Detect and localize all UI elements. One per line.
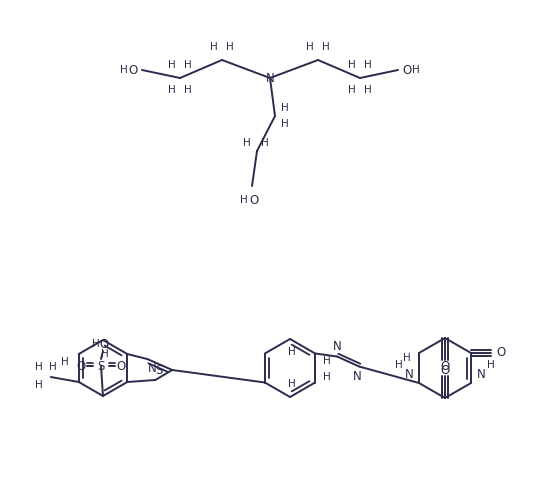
Text: H: H [288, 379, 296, 389]
Text: N: N [266, 72, 274, 85]
Text: H: H [288, 347, 296, 357]
Text: O: O [496, 347, 506, 360]
Text: H: H [348, 85, 356, 95]
Text: H: H [306, 42, 314, 52]
Text: H: H [168, 85, 176, 95]
Text: H: H [168, 60, 176, 70]
Text: O: O [249, 194, 259, 207]
Text: H: H [281, 119, 289, 129]
Text: N: N [148, 363, 157, 376]
Text: S: S [97, 360, 105, 373]
Text: N: N [353, 370, 361, 383]
Text: O: O [440, 360, 450, 373]
Text: H: H [403, 353, 411, 363]
Text: H: H [364, 85, 372, 95]
Text: N: N [405, 368, 413, 381]
Text: O: O [76, 360, 85, 373]
Text: N: N [477, 368, 485, 381]
Text: O: O [128, 63, 137, 76]
Text: O: O [116, 360, 126, 373]
Text: H: H [184, 85, 192, 95]
Text: H: H [184, 60, 192, 70]
Text: H: H [61, 357, 69, 367]
Text: H: H [92, 339, 100, 349]
Text: H: H [101, 349, 109, 359]
Text: H: H [487, 360, 495, 370]
Text: H: H [261, 138, 269, 148]
Text: S: S [156, 364, 163, 378]
Text: N: N [333, 340, 341, 353]
Text: O: O [440, 363, 450, 377]
Text: O: O [403, 63, 412, 76]
Text: O: O [100, 337, 109, 350]
Text: H: H [281, 103, 289, 113]
Text: H: H [120, 65, 128, 75]
Text: H: H [49, 362, 57, 372]
Text: H: H [240, 195, 248, 205]
Text: H: H [323, 357, 331, 366]
Text: H: H [210, 42, 218, 52]
Text: H: H [395, 360, 403, 370]
Text: H: H [323, 373, 331, 382]
Text: H: H [364, 60, 372, 70]
Text: H: H [35, 362, 43, 372]
Text: H: H [243, 138, 251, 148]
Text: H: H [348, 60, 356, 70]
Text: H: H [35, 380, 43, 390]
Text: H: H [412, 65, 420, 75]
Text: H: H [322, 42, 330, 52]
Text: H: H [226, 42, 234, 52]
